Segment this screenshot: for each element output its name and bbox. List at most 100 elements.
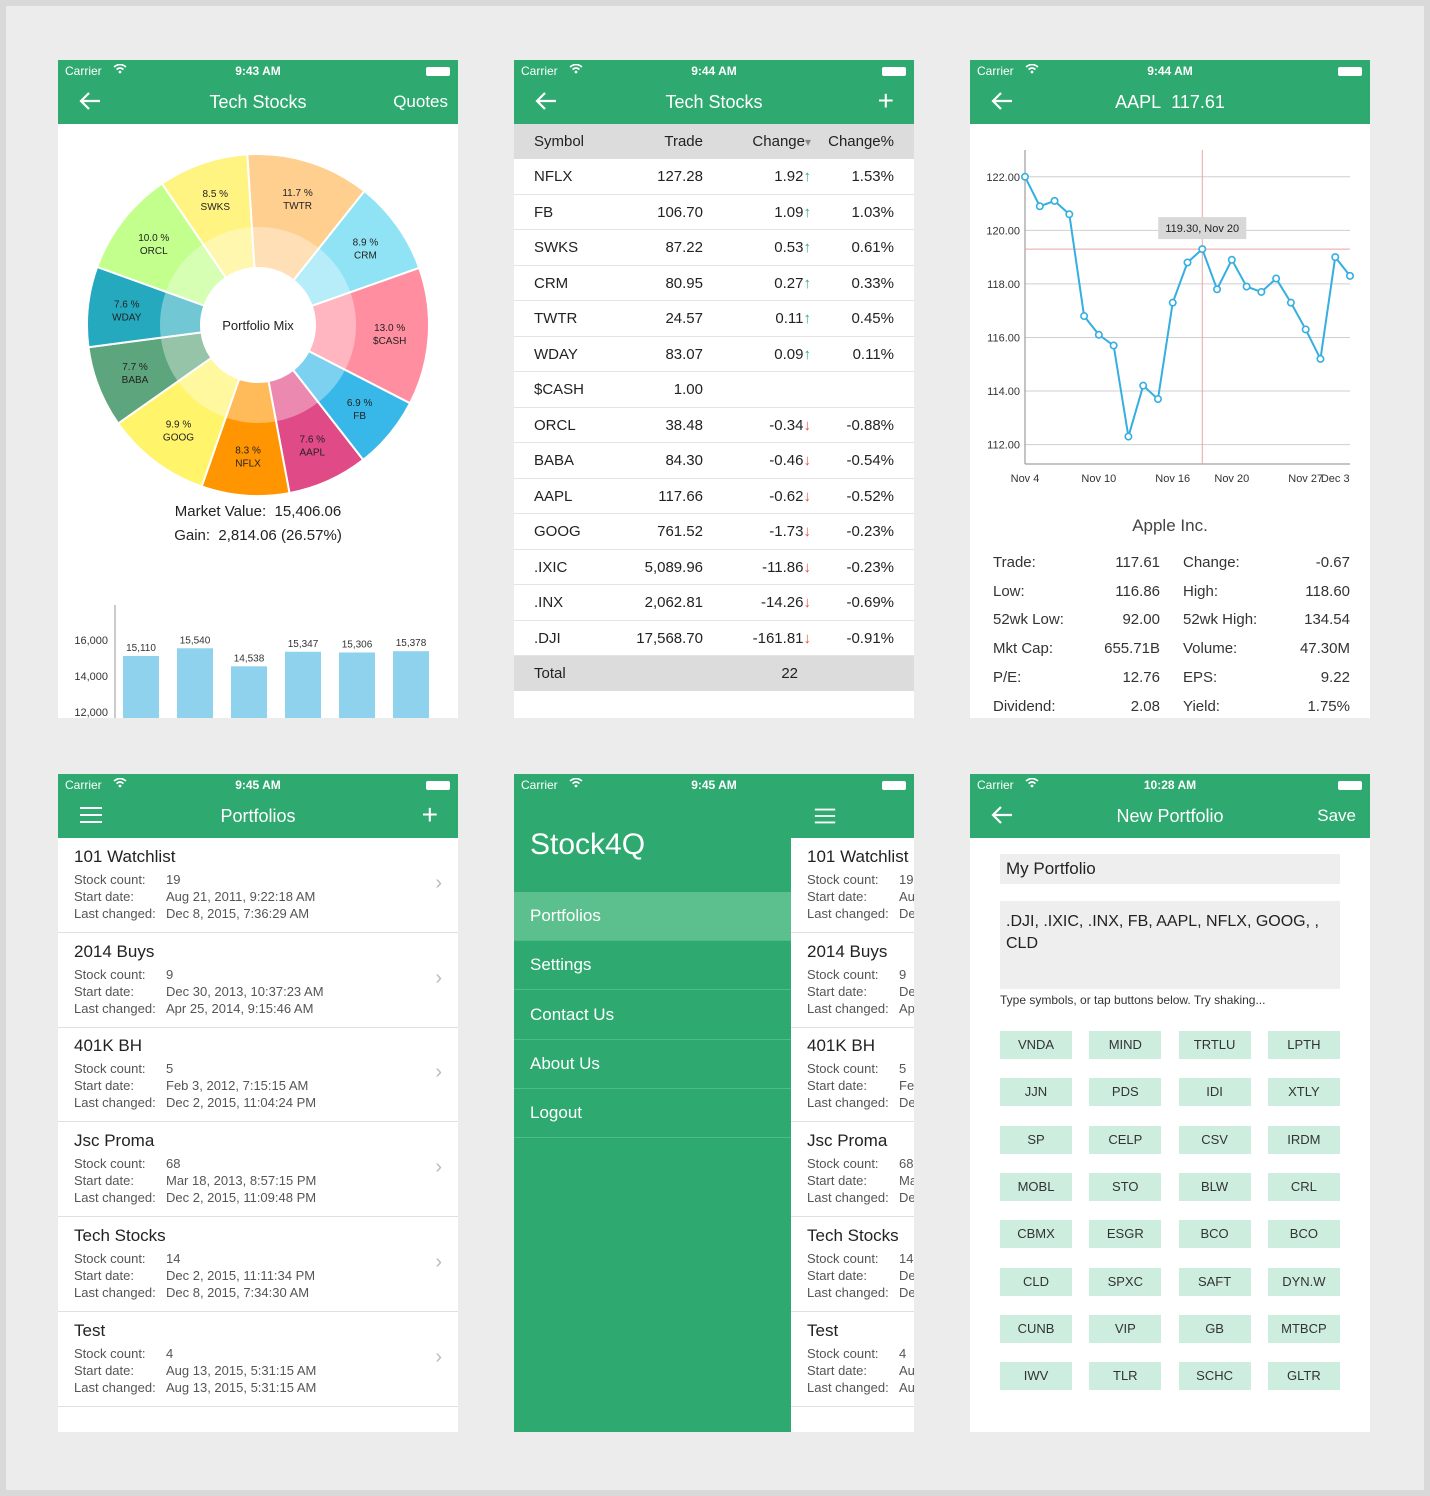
- symbol-button-lpth[interactable]: LPTH: [1267, 1031, 1340, 1059]
- menu-item-contact-us[interactable]: Contact Us: [514, 991, 791, 1040]
- bar[interactable]: [177, 648, 213, 718]
- menu-item-settings[interactable]: Settings: [514, 941, 791, 991]
- data-point[interactable]: [1050, 196, 1059, 205]
- pie-slice-cash[interactable]: [307, 266, 430, 405]
- portfolio-item[interactable]: Jsc Proma Stock count: 68 Start date: Mar 18…: [58, 1122, 458, 1218]
- symbols-textarea[interactable]: .DJI, .IXIC, .INX, FB, AAPL, NFLX, GOOG,…: [1000, 901, 1340, 989]
- portfolio-item[interactable]: 401K BH Stock count: 5 Start date: Fe Last ch…: [791, 1027, 914, 1123]
- back-arrow-icon[interactable]: [990, 88, 1020, 118]
- quotes-button[interactable]: Quotes: [393, 92, 448, 111]
- portfolio-item[interactable]: 401K BH Stock count: 5 Start date: Feb 3, 20…: [58, 1027, 458, 1123]
- quote-row[interactable]: $CASH 1.00: [514, 372, 914, 408]
- symbol-button-crl[interactable]: CRL: [1267, 1172, 1340, 1201]
- hamburger-menu-icon[interactable]: [78, 802, 108, 832]
- bar[interactable]: [339, 652, 375, 718]
- data-point[interactable]: [1124, 432, 1133, 441]
- symbol-button-bco[interactable]: BCO: [1267, 1220, 1340, 1249]
- data-point[interactable]: [1345, 271, 1354, 280]
- symbol-button-gltr[interactable]: GLTR: [1267, 1362, 1340, 1391]
- data-point[interactable]: [1080, 312, 1089, 321]
- symbol-button-sp[interactable]: SP: [1000, 1125, 1072, 1154]
- data-point[interactable]: [1286, 298, 1295, 307]
- data-point[interactable]: [1020, 172, 1029, 181]
- quote-row[interactable]: SWKS 87.22 0.53↑ 0.61%: [514, 230, 914, 266]
- bar[interactable]: [285, 651, 321, 718]
- pie-slice-twtr[interactable]: [246, 155, 366, 282]
- quote-row[interactable]: GOOG 761.52 -1.73↓ -0.23%: [514, 514, 914, 550]
- menu-item-logout[interactable]: Logout: [514, 1089, 791, 1139]
- quote-row[interactable]: BABA 84.30 -0.46↓ -0.54%: [514, 443, 914, 479]
- add-icon[interactable]: +: [877, 85, 894, 116]
- quote-row[interactable]: .INX 2,062.81 -14.26↓ -0.69%: [514, 585, 914, 621]
- header-change-pct[interactable]: Change%: [828, 133, 894, 150]
- menu-item-about-us[interactable]: About Us: [514, 1040, 791, 1089]
- data-point[interactable]: [1153, 395, 1162, 404]
- symbol-button-bco[interactable]: BCO: [1178, 1220, 1251, 1249]
- symbol-button-cld[interactable]: CLD: [1000, 1267, 1072, 1296]
- symbol-button-sto[interactable]: STO: [1089, 1172, 1162, 1201]
- quote-row[interactable]: TWTR 24.57 0.11↑ 0.45%: [514, 301, 914, 337]
- quote-row[interactable]: ORCL 38.48 -0.34↓ -0.88%: [514, 408, 914, 443]
- symbol-button-xtly[interactable]: XTLY: [1267, 1078, 1340, 1107]
- bar[interactable]: [393, 651, 429, 718]
- symbol-button-jjn[interactable]: JJN: [1000, 1078, 1072, 1107]
- portfolio-item[interactable]: Jsc Proma Stock count: 68 Start date: Ma Last…: [791, 1122, 914, 1218]
- back-arrow-icon[interactable]: [534, 88, 564, 118]
- portfolio-item[interactable]: Test Stock count: 4 Start date: Aug 13, 2015…: [58, 1312, 458, 1407]
- symbol-button-trtlu[interactable]: TRTLU: [1178, 1031, 1251, 1059]
- symbol-button-vnda[interactable]: VNDA: [1000, 1031, 1072, 1059]
- quote-row[interactable]: .IXIC 5,089.96 -11.86↓ -0.23%: [514, 550, 914, 585]
- portfolio-item[interactable]: Test Stock count: 4 Start date: Au Last chang…: [791, 1312, 914, 1407]
- portfolio-item[interactable]: Tech Stocks Stock count: 14 Start date: Dec …: [58, 1217, 458, 1312]
- hamburger-menu-icon[interactable]: [813, 804, 837, 833]
- menu-item-portfolios[interactable]: Portfolios: [514, 892, 791, 941]
- symbol-button-mind[interactable]: MIND: [1089, 1031, 1162, 1059]
- data-point[interactable]: [1242, 282, 1251, 291]
- symbol-button-iwv[interactable]: IWV: [1000, 1362, 1072, 1391]
- symbol-button-schc[interactable]: SCHC: [1178, 1362, 1251, 1391]
- symbol-button-mobl[interactable]: MOBL: [1000, 1172, 1072, 1201]
- symbol-button-esgr[interactable]: ESGR: [1089, 1220, 1162, 1249]
- quote-row[interactable]: WDAY 83.07 0.09↑ 0.11%: [514, 337, 914, 372]
- data-point[interactable]: [1316, 354, 1325, 363]
- symbol-button-spxc[interactable]: SPXC: [1089, 1267, 1162, 1296]
- symbol-button-idi[interactable]: IDI: [1178, 1078, 1251, 1107]
- data-point[interactable]: [1301, 325, 1310, 334]
- data-point[interactable]: [1094, 330, 1103, 339]
- quote-row[interactable]: CRM 80.95 0.27↑ 0.33%: [514, 266, 914, 301]
- symbol-button-blw[interactable]: BLW: [1178, 1172, 1251, 1201]
- data-point[interactable]: [1331, 253, 1340, 262]
- data-point[interactable]: [1183, 258, 1192, 267]
- data-point[interactable]: [1168, 298, 1177, 307]
- add-portfolio-icon[interactable]: +: [421, 799, 438, 830]
- portfolio-item[interactable]: Tech Stocks Stock count: 14 Start date: De La…: [791, 1217, 914, 1312]
- bar[interactable]: [231, 666, 267, 718]
- data-point[interactable]: [1109, 341, 1118, 350]
- save-button[interactable]: Save: [1317, 806, 1356, 825]
- quote-row[interactable]: FB 106.70 1.09↑ 1.03%: [514, 195, 914, 230]
- symbol-button-irdm[interactable]: IRDM: [1267, 1125, 1340, 1154]
- portfolio-item[interactable]: 101 Watchlist Stock count: 19 Start date: Au…: [58, 838, 458, 933]
- symbol-button-gb[interactable]: GB: [1178, 1314, 1251, 1343]
- quote-row[interactable]: .DJI 17,568.70 -161.81↓ -0.91%: [514, 621, 914, 656]
- symbol-button-saft[interactable]: SAFT: [1178, 1267, 1251, 1296]
- symbol-button-vip[interactable]: VIP: [1089, 1314, 1162, 1343]
- data-point[interactable]: [1257, 287, 1266, 296]
- data-point[interactable]: [1227, 255, 1236, 264]
- symbol-button-mtbcp[interactable]: MTBCP: [1267, 1314, 1340, 1343]
- symbol-button-cunb[interactable]: CUNB: [1000, 1314, 1072, 1343]
- symbol-button-pds[interactable]: PDS: [1089, 1078, 1162, 1107]
- data-point[interactable]: [1272, 274, 1281, 283]
- back-arrow-icon[interactable]: [78, 88, 108, 118]
- bar[interactable]: [123, 656, 159, 718]
- quote-row[interactable]: NFLX 127.28 1.92↑ 1.53%: [514, 159, 914, 195]
- data-point[interactable]: [1065, 210, 1074, 219]
- header-change[interactable]: Change▾: [752, 133, 811, 150]
- portfolio-item[interactable]: 2014 Buys Stock count: 9 Start date: Dec 30,…: [58, 933, 458, 1028]
- portfolio-item[interactable]: 2014 Buys Stock count: 9 Start date: De Last …: [791, 933, 914, 1028]
- data-point[interactable]: [1198, 245, 1207, 254]
- header-symbol[interactable]: Symbol: [534, 133, 585, 150]
- data-point[interactable]: [1035, 202, 1044, 211]
- symbol-button-celp[interactable]: CELP: [1089, 1125, 1162, 1154]
- portfolio-item[interactable]: 101 Watchlist Stock count: 19 Start date: Au…: [791, 838, 914, 933]
